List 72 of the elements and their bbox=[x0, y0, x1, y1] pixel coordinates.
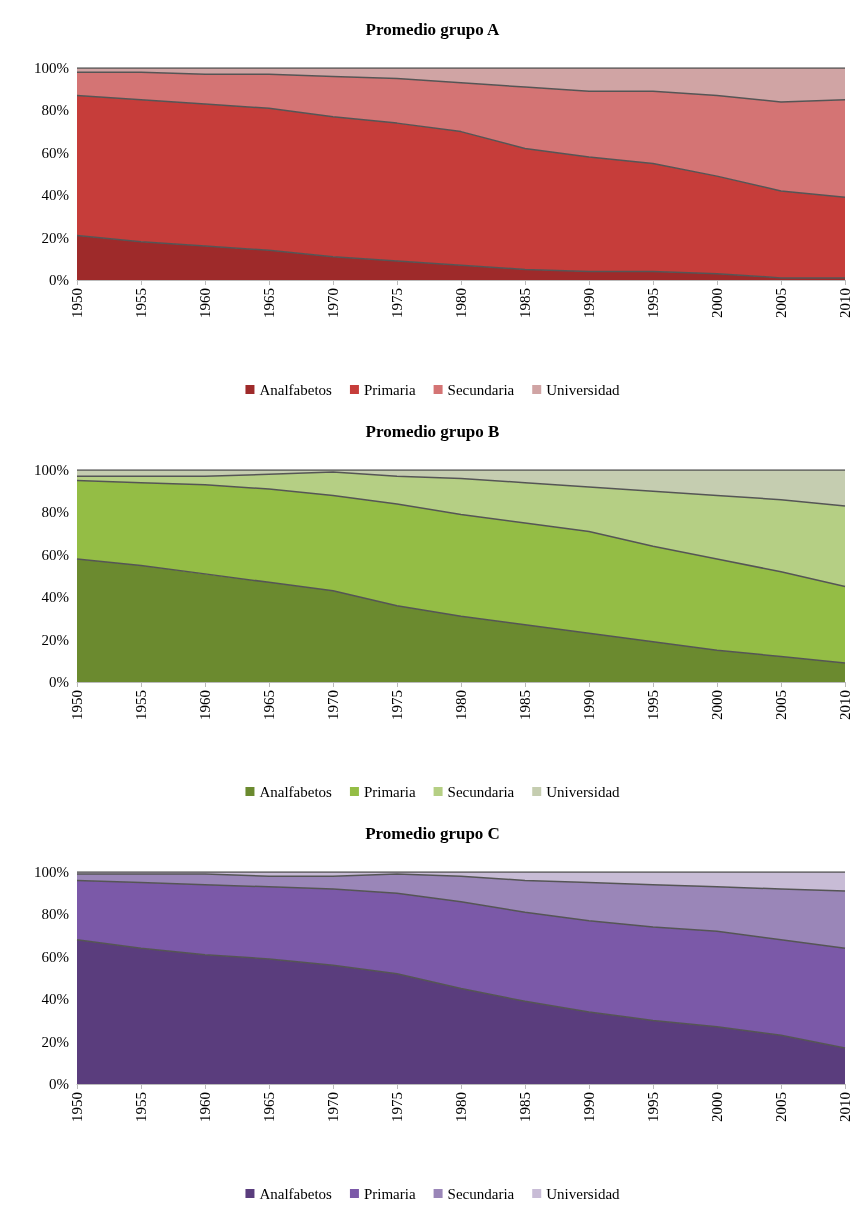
x-tick-label: 1990 bbox=[581, 690, 597, 720]
x-tick-label: 1980 bbox=[453, 1092, 469, 1122]
legend-label: Secundaria bbox=[447, 783, 515, 800]
legend-label: Analfabetos bbox=[259, 381, 333, 398]
x-tick-label: 2005 bbox=[773, 1092, 789, 1122]
x-tick-label: 1995 bbox=[645, 1092, 661, 1122]
x-tick-label: 2010 bbox=[837, 288, 853, 318]
x-tick-label: 1975 bbox=[389, 1092, 405, 1122]
legend-label: Universidad bbox=[546, 381, 621, 398]
x-tick-label: 1985 bbox=[517, 1092, 533, 1122]
y-tick-label: 80% bbox=[41, 102, 69, 119]
x-tick-label: 1975 bbox=[389, 288, 405, 318]
y-tick-label: 0% bbox=[49, 1076, 69, 1092]
y-tick-label: 20% bbox=[41, 1033, 69, 1050]
x-tick-label: 1970 bbox=[325, 690, 341, 720]
x-tick-label: 1990 bbox=[581, 288, 597, 318]
x-tick-label: 1965 bbox=[261, 1092, 277, 1122]
y-tick-label: 80% bbox=[41, 504, 69, 521]
y-tick-label: 40% bbox=[41, 991, 69, 1008]
y-tick-label: 100% bbox=[34, 462, 69, 478]
legend-label: Secundaria bbox=[447, 381, 515, 398]
y-tick-label: 20% bbox=[41, 631, 69, 648]
x-tick-label: 1960 bbox=[197, 1092, 213, 1122]
y-tick-label: 0% bbox=[49, 272, 69, 288]
legend-label: Analfabetos bbox=[259, 783, 333, 800]
x-tick-label: 1975 bbox=[389, 690, 405, 720]
y-tick-label: 40% bbox=[41, 589, 69, 606]
x-tick-label: 2010 bbox=[837, 1092, 853, 1122]
legend-label: Primaria bbox=[363, 1185, 416, 1202]
x-tick-label: 1970 bbox=[325, 288, 341, 318]
x-tick-label: 1980 bbox=[453, 288, 469, 318]
x-tick-label: 1955 bbox=[133, 288, 149, 318]
x-tick-label: 1950 bbox=[69, 288, 85, 318]
legend-label: Analfabetos bbox=[259, 1185, 333, 1202]
x-tick-label: 1960 bbox=[197, 690, 213, 720]
x-tick-label: 1980 bbox=[453, 690, 469, 720]
x-tick-label: 2000 bbox=[709, 288, 725, 318]
y-tick-label: 60% bbox=[41, 546, 69, 563]
x-tick-label: 1970 bbox=[325, 1092, 341, 1122]
x-tick-label: 1965 bbox=[261, 288, 277, 318]
y-tick-label: 100% bbox=[34, 864, 69, 880]
x-tick-label: 1990 bbox=[581, 1092, 597, 1122]
y-tick-label: 100% bbox=[34, 60, 69, 76]
x-tick-label: 2000 bbox=[709, 690, 725, 720]
x-tick-label: 2005 bbox=[773, 690, 789, 720]
x-tick-label: 2000 bbox=[709, 1092, 725, 1122]
chart-title: Promedio grupo A bbox=[365, 20, 501, 39]
x-tick-label: 1965 bbox=[261, 690, 277, 720]
x-tick-label: 2010 bbox=[837, 690, 853, 720]
x-tick-label: 1985 bbox=[517, 288, 533, 318]
y-tick-label: 40% bbox=[41, 187, 69, 204]
y-tick-label: 20% bbox=[41, 229, 69, 246]
x-tick-label: 1955 bbox=[133, 690, 149, 720]
x-tick-label: 1950 bbox=[69, 690, 85, 720]
x-tick-label: 1955 bbox=[133, 1092, 149, 1122]
x-tick-label: 1950 bbox=[69, 1092, 85, 1122]
legend-label: Universidad bbox=[546, 783, 621, 800]
legend-label: Primaria bbox=[363, 783, 416, 800]
x-tick-label: 1985 bbox=[517, 690, 533, 720]
chart-title: Promedio grupo B bbox=[365, 422, 500, 441]
legend-label: Universidad bbox=[546, 1185, 621, 1202]
x-tick-label: 1995 bbox=[645, 690, 661, 720]
legend-label: Secundaria bbox=[447, 1185, 515, 1202]
x-tick-label: 2005 bbox=[773, 288, 789, 318]
y-tick-label: 80% bbox=[41, 906, 69, 923]
y-tick-label: 0% bbox=[49, 674, 69, 690]
legend-label: Primaria bbox=[363, 381, 416, 398]
x-tick-label: 1995 bbox=[645, 288, 661, 318]
y-tick-label: 60% bbox=[41, 948, 69, 965]
x-tick-label: 1960 bbox=[197, 288, 213, 318]
y-tick-label: 60% bbox=[41, 144, 69, 161]
chart-title: Promedio grupo C bbox=[365, 824, 500, 843]
